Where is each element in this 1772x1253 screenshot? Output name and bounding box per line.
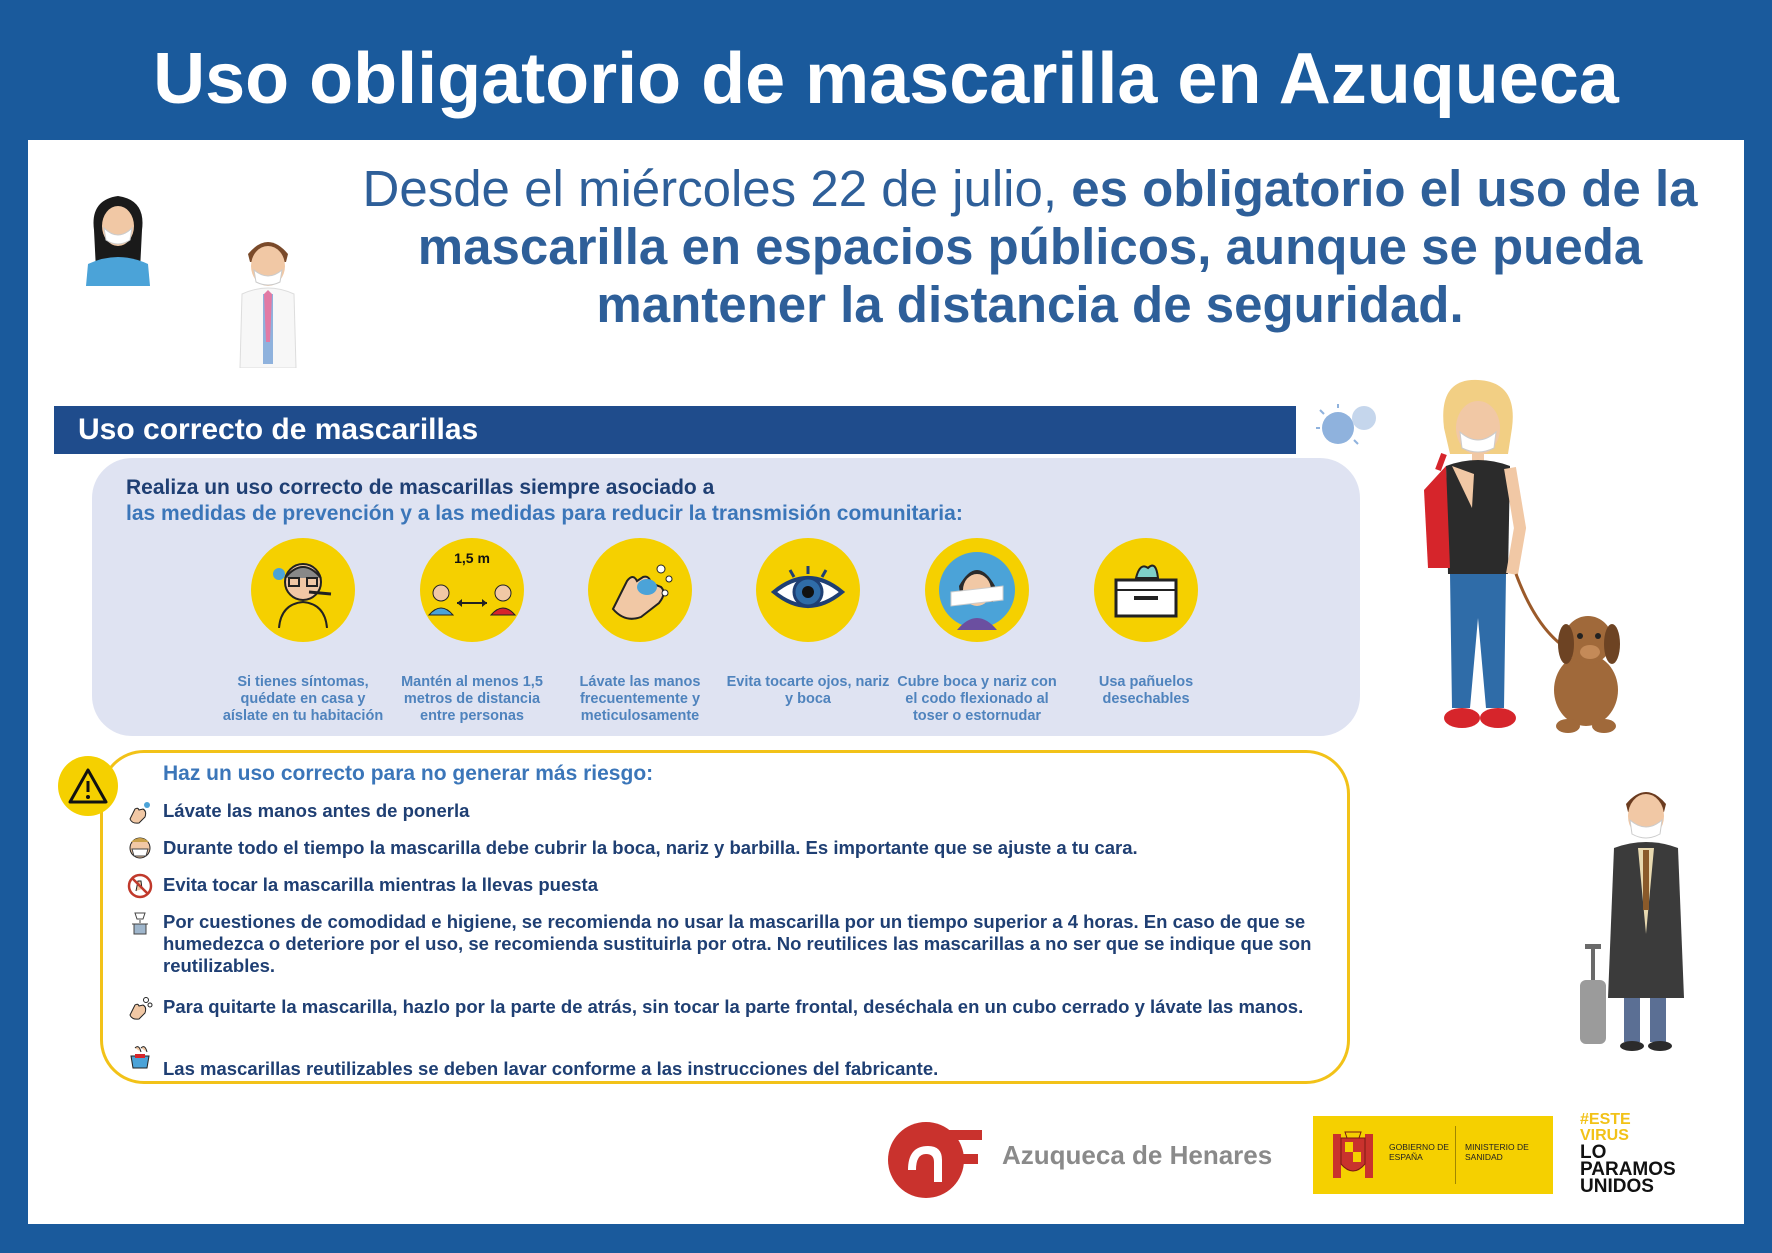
measure-caption: Mantén al menos 1,5 metros de distancia …: [401, 674, 543, 724]
headline-bold: es obligatorio el uso de la mascarilla e…: [417, 160, 1698, 333]
headline: Desde el miércoles 22 de julio, es oblig…: [330, 160, 1730, 334]
este-tag: #ESTE: [1580, 1111, 1631, 1128]
woman-with-mask-illustration: [86, 196, 150, 286]
rule-text: Por cuestiones de comodidad e higiene, s…: [163, 911, 1312, 976]
coat-of-arms-icon: [1333, 1131, 1373, 1178]
elbow-sneeze-icon: [925, 538, 1029, 642]
warning-box: [100, 750, 1350, 1084]
virus-tag: VIRUS: [1580, 1127, 1629, 1144]
gobierno-text: GOBIERNO DE ESPAÑA: [1389, 1142, 1449, 1162]
measure-caption: Si tienes síntomas, quédate en casa y aí…: [222, 674, 384, 724]
headline-light: Desde el miércoles 22 de julio,: [362, 160, 1072, 217]
measure-item: Lávate las manos frecuentemente y meticu…: [555, 538, 725, 725]
measure-item: Cubre boca y nariz con el codo flexionad…: [892, 538, 1062, 725]
warning-icon: [58, 756, 118, 816]
mask-bin-icon: [132, 912, 148, 935]
measure-caption: Cubre boca y nariz con el codo flexionad…: [897, 674, 1057, 724]
man-with-suitcase-illustration: [1580, 792, 1684, 1051]
prevention-intro-line2: las medidas de prevención y a las medida…: [126, 502, 963, 525]
rule-text: Durante todo el tiempo la mascarilla deb…: [163, 837, 1138, 858]
measure-caption: Evita tocarte ojos, nariz y boca: [726, 674, 890, 707]
hand-soap-icon: [129, 802, 150, 824]
virus-icon: [1316, 404, 1376, 445]
tissue-box-icon: [1094, 538, 1198, 642]
rule-text: Las mascarillas reutilizables se deben l…: [163, 1058, 939, 1079]
ministerio-text: MINISTERIO DE SANIDAD: [1465, 1142, 1529, 1162]
section-title-bar: Uso correcto de mascarillas: [54, 406, 1296, 454]
gobierno-logo: GOBIERNO DE ESPAÑA MINISTERIO DE SANIDAD: [1313, 1116, 1553, 1194]
measure-item: Evita tocarte ojos, nariz y boca: [723, 538, 893, 708]
prevention-intro-line1: Realiza un uso correcto de mascarillas s…: [126, 476, 715, 499]
warning-title: Haz un uso correcto para no generar más …: [163, 762, 654, 785]
azuqueca-logo: [888, 1122, 982, 1198]
eye-icon: [756, 538, 860, 642]
measure-item: 1,5 m Mantén al menos 1,5 metros de dist…: [387, 538, 557, 725]
hand-wash-small-icon: [129, 997, 153, 1020]
measure-item: Usa pañuelos desechables: [1061, 538, 1231, 708]
distance-label: 1,5 m: [454, 550, 490, 566]
azuqueca-name: Azuqueca de Henares: [1002, 1140, 1273, 1170]
measure-caption: Lávate las manos frecuentemente y meticu…: [579, 674, 701, 724]
measure-item: Si tienes síntomas, quédate en casa y aí…: [218, 538, 388, 725]
paramos-tag: PARAMOS: [1580, 1159, 1676, 1180]
no-touch-icon: [127, 873, 153, 899]
woman-with-dog-illustration: [1424, 379, 1620, 733]
doctor-illustration: [239, 242, 297, 368]
mask-face-icon: [129, 837, 151, 859]
lo-tag: LO: [1580, 1142, 1607, 1163]
measure-caption: Usa pañuelos desechables: [1098, 674, 1194, 707]
rule-text: Evita tocar la mascarilla mientras la ll…: [163, 874, 598, 895]
este-virus-logo: #ESTE VIRUS LO PARAMOS UNIDOS: [1580, 1111, 1676, 1197]
page-title: Uso obligatorio de mascarilla en Azuquec…: [153, 39, 1619, 119]
rule-text: Para quitarte la mascarilla, hazlo por l…: [163, 996, 1304, 1017]
rule-text: Lávate las manos antes de ponerla: [163, 800, 470, 821]
unidos-tag: UNIDOS: [1580, 1176, 1654, 1197]
washing-icon: [130, 1046, 150, 1069]
distance-icon: 1,5 m: [420, 538, 524, 642]
hand-wash-icon: [588, 538, 692, 642]
gobierno-separator: [1455, 1126, 1456, 1184]
sick-person-icon: [251, 538, 355, 642]
